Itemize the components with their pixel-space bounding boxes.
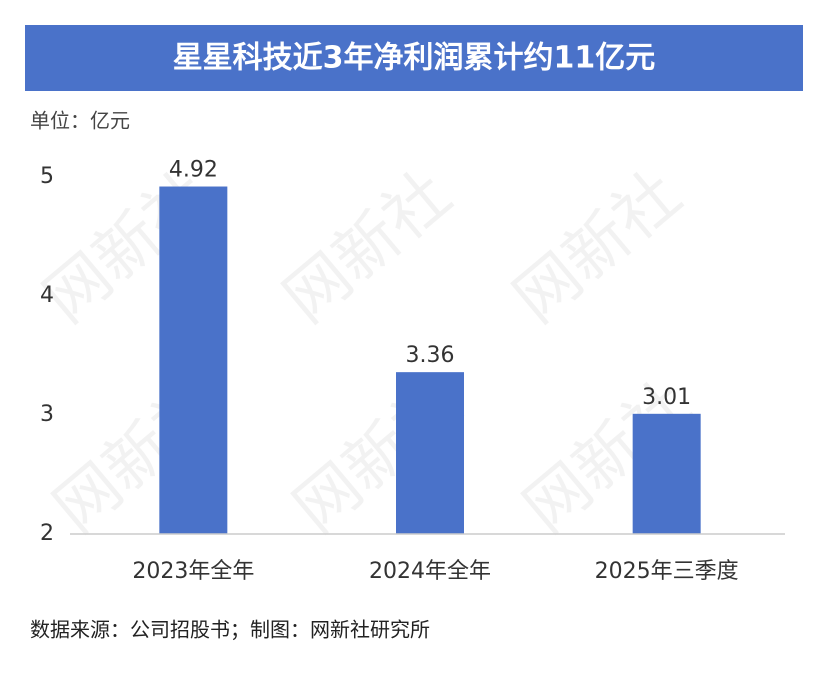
x-tick-label: 2025年三季度 — [595, 559, 739, 584]
watermark: 网新社 — [270, 157, 465, 337]
x-tick-label: 2023年全年 — [132, 559, 254, 584]
bar — [396, 372, 464, 534]
x-tick-label: 2024年全年 — [369, 559, 491, 584]
y-tick-label: 2 — [40, 521, 54, 546]
chart-title: 星星科技近3年净利润累计约11亿元 — [173, 41, 656, 76]
value-label: 3.36 — [406, 343, 455, 368]
y-tick-label: 5 — [40, 164, 54, 189]
value-label: 3.01 — [642, 385, 691, 410]
bar — [632, 413, 701, 534]
y-tick-label: 3 — [40, 402, 54, 427]
value-label: 4.92 — [169, 158, 218, 183]
unit-label: 单位：亿元 — [30, 109, 130, 133]
title-banner — [25, 25, 803, 91]
watermark: 网新社 — [500, 157, 695, 337]
y-tick-label: 4 — [40, 283, 54, 308]
bar — [159, 186, 228, 534]
source-note: 数据来源：公司招股书；制图：网新社研究所 — [30, 618, 430, 642]
